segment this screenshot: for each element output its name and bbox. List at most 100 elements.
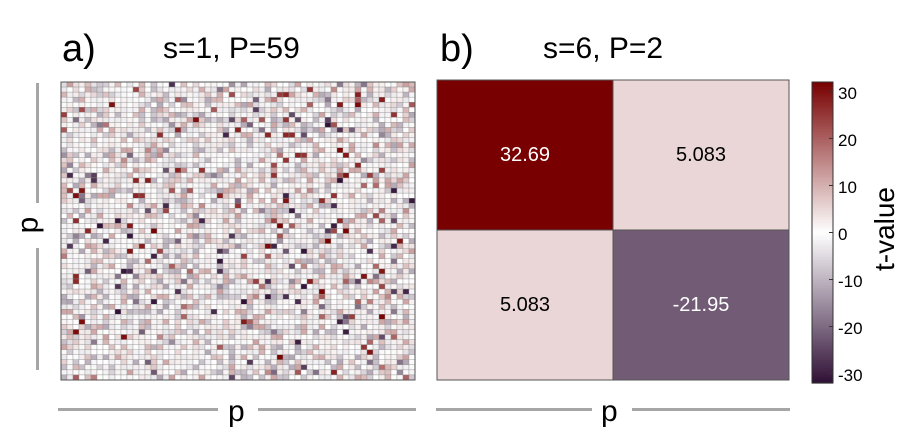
heatmap-a-cell: [108, 248, 116, 254]
heatmap-a-cell: [288, 208, 296, 214]
heatmap-a-cell: [222, 263, 230, 270]
heatmap-a-cell: [402, 299, 410, 305]
heatmap-a-cell: [378, 288, 386, 295]
heatmap-a-cell: [84, 319, 92, 325]
heatmap-a-cell: [102, 283, 110, 290]
heatmap-a-cell: [384, 248, 392, 254]
heatmap-a-cell: [270, 203, 278, 209]
heatmap-a-cell: [282, 127, 290, 133]
heatmap-a-cell: [300, 248, 308, 254]
heatmap-a-cell: [390, 349, 398, 355]
heatmap-a-cell: [252, 243, 260, 249]
heatmap-a-cell: [156, 233, 164, 239]
heatmap-a-cell: [186, 273, 194, 280]
heatmap-a-cell: [198, 369, 206, 376]
heatmap-a-cell: [78, 102, 86, 108]
panel-b-letter: b): [440, 28, 474, 70]
heatmap-a-cell: [132, 187, 140, 194]
heatmap-a-cell: [198, 172, 206, 179]
colorbar-segment: [812, 310, 833, 314]
heatmap-a-cell: [288, 364, 296, 371]
heatmap-a-cell: [324, 162, 332, 169]
heatmap-a-cell: [168, 293, 176, 300]
heatmap-a-cell: [120, 273, 128, 280]
heatmap-a-cell: [84, 253, 92, 259]
heatmap-a-cell: [234, 334, 242, 340]
heatmap-a-cell: [222, 213, 230, 219]
heatmap-a-cell: [384, 228, 392, 234]
heatmap-a-cell: [138, 81, 146, 88]
heatmap-a-cell: [318, 243, 326, 249]
heatmap-a-cell: [366, 243, 374, 249]
heatmap-a-cell: [108, 364, 116, 371]
heatmap-a-cell: [330, 152, 338, 158]
heatmap-a-cell: [84, 299, 92, 305]
heatmap-a-cell: [114, 213, 122, 219]
heatmap-a-cell: [78, 344, 86, 350]
heatmap-a-cell: [258, 258, 266, 265]
colorbar-segment: [812, 112, 833, 116]
heatmap-a-cell: [240, 283, 248, 290]
heatmap-a-cell: [102, 167, 110, 174]
heatmap-a-cell: [174, 177, 182, 184]
heatmap-a-cell: [60, 354, 68, 360]
heatmap-a-cell: [96, 238, 104, 244]
heatmap-a-cell: [168, 137, 176, 143]
heatmap-a-cell: [162, 142, 170, 148]
heatmap-a-cell: [390, 157, 398, 163]
heatmap-a-cell: [138, 329, 146, 335]
heatmap-a-cell: [384, 86, 392, 93]
heatmap-a-cell: [102, 278, 110, 285]
heatmap-a-cell: [216, 96, 224, 103]
heatmap-a-cell: [60, 182, 68, 189]
heatmap-a-cell: [210, 359, 218, 366]
heatmap-a-cell: [228, 238, 236, 244]
heatmap-a-cell: [114, 354, 122, 360]
heatmap-a-cell: [180, 132, 188, 138]
heatmap-a-cell: [276, 268, 284, 275]
heatmap-a-cell: [192, 86, 200, 93]
heatmap-a-cell: [60, 203, 68, 209]
heatmap-a-cell: [126, 299, 134, 305]
heatmap-a-cell: [276, 157, 284, 163]
heatmap-a-cell: [252, 117, 260, 123]
heatmap-a-cell: [204, 253, 212, 259]
heatmap-a-cell: [204, 167, 212, 174]
heatmap-a-cell: [222, 243, 230, 249]
heatmap-a-cell: [84, 117, 92, 123]
heatmap-a-cell: [150, 268, 158, 275]
heatmap-a-cell: [120, 223, 128, 229]
heatmap-a-cell: [150, 299, 158, 305]
heatmap-a-cell: [234, 339, 242, 345]
heatmap-a-cell: [66, 248, 74, 254]
heatmap-a-cell: [156, 117, 164, 123]
heatmap-a-cell: [156, 248, 164, 254]
heatmap-a-cell: [210, 137, 218, 143]
heatmap-a-cell: [132, 107, 140, 113]
heatmap-a-cell: [150, 263, 158, 270]
heatmap-a-cell: [84, 324, 92, 330]
heatmap-a-cell: [354, 203, 362, 209]
heatmap-a-cell: [384, 223, 392, 229]
heatmap-a-cell: [108, 187, 116, 194]
colorbar-segment: [812, 142, 833, 146]
heatmap-a-cell: [102, 142, 110, 148]
heatmap-a-cell: [66, 293, 74, 300]
heatmap-a-cell: [138, 107, 146, 113]
heatmap-a-cell: [252, 208, 260, 214]
heatmap-a-cell: [396, 233, 404, 239]
heatmap-a-cell: [264, 223, 272, 229]
heatmap-a-cell: [168, 243, 176, 249]
heatmap-a-cell: [114, 329, 122, 335]
heatmap-a-cell: [90, 304, 98, 310]
heatmap-a-cell: [192, 238, 200, 244]
heatmap-a-cell: [282, 369, 290, 376]
heatmap-a-cell: [324, 112, 332, 118]
heatmap-a-cell: [132, 349, 140, 355]
heatmap-a-cell: [288, 162, 296, 169]
heatmap-a-cell: [402, 248, 410, 254]
heatmap-a-cell: [372, 283, 380, 290]
heatmap-a-cell: [276, 142, 284, 148]
heatmap-a-cell: [138, 162, 146, 169]
heatmap-a-cell: [162, 137, 170, 143]
